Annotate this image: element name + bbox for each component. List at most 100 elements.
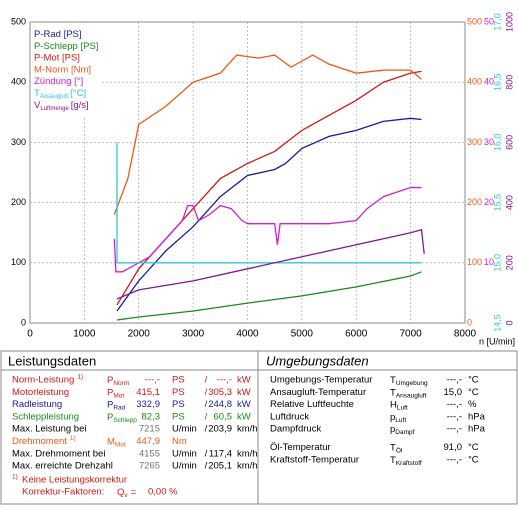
- legend-name-unit: [°C]: [70, 88, 86, 99]
- y-tick-label: 30: [484, 137, 494, 147]
- row-unit: U/min: [172, 448, 197, 459]
- footnote-ref: 1): [77, 374, 83, 381]
- symbol-letter: Q: [117, 487, 124, 498]
- row-unit: kW: [237, 411, 251, 422]
- row-value: 332,9: [136, 399, 160, 410]
- row-label: Motorleistung: [12, 387, 69, 398]
- row-value: ---,-: [447, 454, 462, 465]
- symbol-sub: Mot: [113, 392, 124, 399]
- legend-box: [31, 23, 101, 117]
- legend-entry: P-Schlepp [PS]: [34, 40, 98, 51]
- row-value: ---,-: [447, 375, 462, 386]
- footnote-text: Keine Leistungskorrektur: [22, 475, 127, 486]
- y-tick-label: 16,0: [492, 134, 502, 152]
- row-label: Norm-Leistung: [12, 375, 74, 386]
- row-separator: /: [205, 461, 208, 472]
- row-unit: km/h: [237, 461, 258, 472]
- footnote-ref: 1): [12, 474, 18, 481]
- row-value: 205,1: [208, 461, 232, 472]
- row-value: 60,5: [214, 411, 233, 422]
- series-line: [116, 117, 422, 312]
- legend-name: P-Schlepp [PS]: [34, 40, 98, 51]
- symbol-letter: M: [107, 436, 115, 447]
- row-value: 82,3: [142, 411, 161, 422]
- symbol-sub: Öl: [396, 446, 403, 454]
- symbol-letter: T: [390, 387, 396, 398]
- row-unit: PS: [172, 399, 185, 410]
- legend-entry: Zündung [°]: [34, 76, 83, 87]
- y-tick-label: 16,5: [492, 73, 502, 91]
- symbol: TKraftstoff: [390, 454, 422, 466]
- symbol-sub: Schlepp: [113, 417, 137, 424]
- legend-name: M-Norm [Nm]: [34, 64, 91, 75]
- legend-entry: P-Rad [PS]: [34, 29, 82, 40]
- row-value: ---,-: [447, 411, 462, 422]
- row-unit: %: [468, 399, 477, 410]
- y-tick-label: 0: [467, 317, 472, 327]
- symbol-letter: p: [390, 411, 395, 422]
- x-tick-label: 1000: [73, 329, 96, 340]
- symbol-letter: T: [390, 454, 396, 465]
- y-tick-label: 0: [21, 317, 26, 327]
- row-value: 7265: [139, 461, 160, 472]
- legend-entry: M-Norm [Nm]: [34, 64, 91, 75]
- y-tick-label: 100: [467, 257, 482, 267]
- row-label: Max. Leistung bei: [12, 424, 86, 435]
- row-label: Drehmoment: [12, 436, 67, 447]
- symbol-letter: P: [107, 375, 113, 386]
- y-tick-label: 1000: [504, 12, 514, 32]
- row-separator: /: [205, 387, 208, 398]
- y-tick-label: 500: [467, 16, 482, 26]
- row-value: 447,9: [136, 436, 160, 447]
- x-tick-label: 6000: [345, 329, 368, 340]
- symbol-letter: p: [390, 424, 395, 435]
- symbol-sub: Norm: [113, 380, 129, 387]
- x-axis-label: n [U/min]: [479, 336, 515, 346]
- symbol-letter: H: [390, 399, 397, 410]
- row-label: Kraftstoff-Temperatur: [270, 454, 359, 465]
- row-label: Max. Drehmoment bei: [12, 448, 105, 459]
- panel-title: Umgebungsdaten: [266, 353, 369, 368]
- symbol: MMot: [107, 436, 126, 448]
- y-tick-label: 500: [11, 16, 26, 26]
- y-tick-label: 10: [484, 257, 494, 267]
- row-unit: U/min: [172, 424, 197, 435]
- y-tick-label: 50: [484, 16, 494, 26]
- row-separator: /: [205, 375, 208, 386]
- y-tick-label: 400: [11, 77, 26, 87]
- row-unit: °C: [468, 442, 479, 453]
- series-line: [116, 271, 422, 321]
- row-value: 305,3: [208, 387, 232, 398]
- symbol-letter: T: [390, 442, 396, 453]
- symbol-letter: P: [107, 387, 113, 398]
- legend-name: P-Mot [PS]: [34, 52, 80, 63]
- legend-name-unit: [g/s]: [71, 99, 89, 110]
- x-tick-label: 5000: [291, 329, 314, 340]
- row-value: 203,9: [208, 424, 232, 435]
- row-value: ---,-: [447, 424, 462, 435]
- legend-name: Zündung [°]: [34, 76, 83, 87]
- row-unit: kW: [237, 387, 251, 398]
- y-tick-label: 300: [11, 137, 26, 147]
- x-tick-label: 0: [27, 329, 33, 340]
- series-line: [116, 228, 425, 300]
- symbol-sub: Luft: [397, 404, 408, 411]
- symbol-sub: Mot: [115, 441, 126, 448]
- footnote-symbol: Qv =: [117, 487, 137, 499]
- row-unit: U/min: [172, 461, 197, 472]
- footnote-ref: 1): [70, 435, 76, 442]
- row-label: Schleppleistung: [12, 411, 79, 422]
- symbol-letter: T: [390, 375, 396, 386]
- row-unit: PS: [172, 387, 185, 398]
- legend-name-sub: Luftmenge: [40, 105, 69, 111]
- plot-area: [29, 21, 466, 324]
- data-panel: [0, 350, 518, 505]
- symbol: TAnsaugluft: [390, 387, 427, 399]
- legend-name: P-Rad [PS]: [34, 29, 82, 40]
- symbol: PMot: [107, 387, 124, 399]
- row-unit: kW: [237, 399, 251, 410]
- legend-entry: VLuftmenge [g/s]: [34, 99, 89, 111]
- symbol: TÖl: [390, 442, 403, 454]
- symbol-sub: Ansaugluft: [396, 392, 427, 399]
- row-unit: Nm: [172, 436, 187, 447]
